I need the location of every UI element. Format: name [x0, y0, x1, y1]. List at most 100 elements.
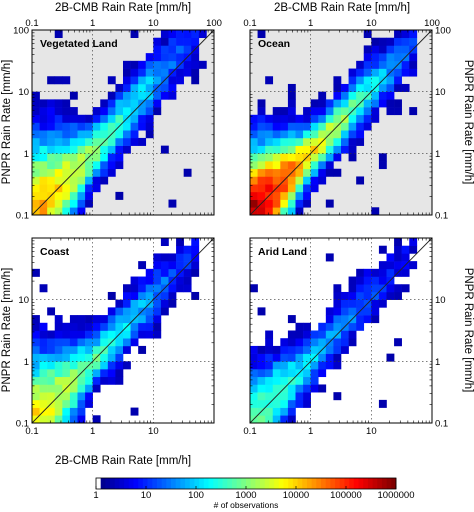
heatmap-cell: [115, 137, 124, 146]
heatmap-cell: [138, 291, 147, 300]
panel-title: Vegetated Land: [40, 38, 118, 50]
colorbar-swatch: [377, 478, 383, 489]
heatmap-cell: [409, 261, 418, 270]
heatmap-cell: [183, 68, 192, 77]
heatmap-cell: [176, 253, 184, 262]
heatmap-cell: [295, 191, 304, 200]
heatmap-cell: [363, 83, 372, 92]
colorbar-swatch: [208, 478, 214, 489]
heatmap-cell: [39, 399, 48, 408]
heatmap-cell: [32, 268, 40, 277]
colorbar-swatch: [213, 478, 219, 489]
heatmap-cell: [107, 91, 116, 100]
heatmap-cell: [303, 161, 311, 170]
heatmap-cell: [176, 37, 184, 46]
heatmap-cell: [272, 207, 281, 216]
heatmap-cell: [378, 91, 387, 100]
heatmap-cell: [32, 369, 40, 378]
heatmap-cell: [318, 114, 327, 123]
heatmap-cell: [183, 60, 192, 69]
heatmap-cell: [47, 99, 56, 108]
heatmap-cell: [272, 168, 281, 177]
heatmap-cell: [356, 299, 365, 308]
colorbar-swatch: [96, 478, 102, 489]
heatmap-cell: [191, 291, 200, 300]
heatmap-cell: [191, 238, 200, 247]
heatmap-cell: [318, 353, 327, 362]
heatmap-cell: [85, 392, 93, 401]
heatmap-cell: [130, 122, 139, 131]
heatmap-cell: [77, 122, 86, 131]
colorbar-swatch: [166, 478, 172, 489]
heatmap-cell: [130, 284, 139, 293]
heatmap-cell: [54, 338, 63, 347]
heatmap-cell: [69, 407, 78, 416]
heatmap-cell: [295, 153, 304, 162]
heatmap-cell: [107, 153, 116, 162]
heatmap-cell: [92, 176, 101, 185]
heatmap-cell: [401, 83, 410, 92]
heatmap-cell: [303, 392, 311, 401]
heatmap-cell: [250, 384, 258, 393]
heatmap-cell: [371, 76, 380, 85]
heatmap-cell: [85, 345, 93, 354]
heatmap-cell: [160, 299, 169, 308]
heatmap-cell: [39, 145, 48, 154]
heatmap-cell: [92, 330, 101, 339]
heatmap-cell: [325, 137, 334, 146]
heatmap-cell: [77, 315, 86, 324]
heatmap-cell: [32, 353, 40, 362]
heatmap-cell: [378, 161, 387, 170]
heatmap-cell: [295, 353, 304, 362]
heatmap-cell: [386, 284, 395, 293]
heatmap-cell: [100, 114, 109, 123]
heatmap-cell: [295, 376, 304, 385]
heatmap-cell: [356, 68, 365, 77]
heatmap-cell: [257, 145, 266, 154]
heatmap-cell: [198, 30, 207, 39]
heatmap-cell: [54, 415, 63, 424]
heatmap-cell: [409, 68, 418, 77]
heatmap-cell: [54, 384, 63, 393]
heatmap-cell: [257, 345, 266, 354]
heatmap-cell: [85, 168, 93, 177]
y-tick-label: 10: [18, 87, 29, 98]
colorbar-swatch: [306, 478, 313, 489]
heatmap-cell: [115, 361, 124, 370]
heatmap-cell: [356, 276, 365, 285]
heatmap-cell: [378, 299, 387, 308]
colorbar-swatch: [297, 478, 303, 489]
colorbar-swatch: [292, 478, 298, 489]
heatmap-cell: [325, 315, 334, 324]
heatmap-cell: [69, 392, 78, 401]
colorbar-swatch: [246, 478, 252, 489]
heatmap-cell: [401, 245, 410, 254]
heatmap-cell: [250, 114, 258, 123]
colorbar-swatch: [288, 478, 294, 489]
heatmap-cell: [39, 176, 48, 185]
heatmap-cell: [100, 176, 109, 185]
heatmap-cell: [153, 330, 162, 339]
heatmap-cell: [394, 284, 402, 293]
heatmap-cell: [310, 130, 319, 139]
heatmap-cell: [69, 153, 78, 162]
heatmap-cell: [394, 238, 402, 247]
heatmap-cell: [77, 399, 86, 408]
heatmap-cell: [394, 261, 402, 270]
heatmap-cell: [363, 76, 372, 85]
heatmap-cell: [265, 353, 274, 362]
heatmap-cell: [32, 338, 40, 347]
heatmap-cell: [295, 361, 304, 370]
heatmap-cell: [176, 30, 184, 39]
heatmap-cell: [32, 199, 40, 208]
heatmap-cell: [115, 191, 124, 200]
heatmap-cell: [257, 176, 266, 185]
heatmap-cell: [54, 353, 63, 362]
colorbar-title: # of observations: [214, 500, 279, 510]
heatmap-cell: [310, 176, 319, 185]
heatmap-cell: [394, 245, 402, 254]
heatmap-cell: [333, 83, 342, 92]
y-tick-label: 10: [435, 295, 446, 306]
heatmap-cell: [62, 76, 71, 85]
heatmap-cell: [348, 330, 357, 339]
